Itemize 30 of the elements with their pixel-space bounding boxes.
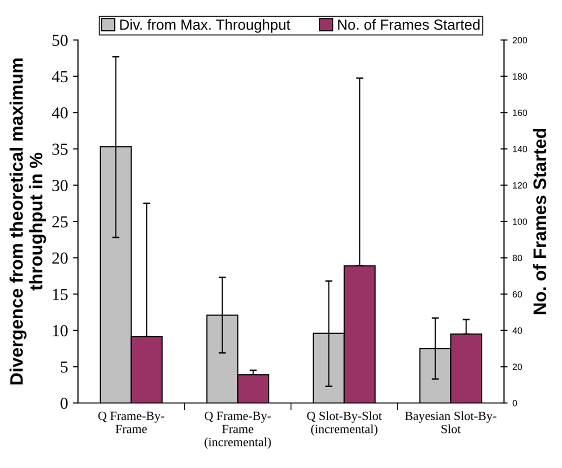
y2-tick-label: 160 xyxy=(513,110,528,116)
x-tick-label: Q Frame-By- Frame (incremental) xyxy=(204,412,271,449)
y-tick-label: 5 xyxy=(60,362,68,373)
y-tick-label: 50 xyxy=(52,34,68,46)
y-tick-label: 30 xyxy=(52,180,68,192)
y2-tick-label: 0 xyxy=(512,400,517,406)
y-tick-label: 0 xyxy=(60,398,68,409)
y-tick-label: 45 xyxy=(52,71,68,82)
x-tick-label: Q Frame-By- Frame xyxy=(98,412,164,434)
y-tick-label: 20 xyxy=(52,252,68,264)
y2-tick-label: 180 xyxy=(513,73,528,80)
y2-tick-label: 80 xyxy=(512,254,522,262)
y2-tick-label: 60 xyxy=(512,291,522,298)
y-tick-label: 40 xyxy=(52,107,68,119)
x-tick-label: Q Slot-By-Slot (incremental) xyxy=(307,411,382,436)
y-tick-label: 35 xyxy=(52,144,68,155)
y2-tick-label: 140 xyxy=(513,146,528,152)
y-tick-label: 15 xyxy=(53,288,68,300)
legend-label: No. of Frames Started xyxy=(338,19,480,30)
y2-tick-label: 40 xyxy=(512,327,522,334)
y2-tick-label: 100 xyxy=(513,218,528,225)
y2-tick-label: 200 xyxy=(512,36,528,44)
y-tick-label: 25 xyxy=(52,216,68,228)
y-axis-title: Divergence from theoretical maximum throughput in % xyxy=(10,58,46,384)
y-tick-label: 10 xyxy=(53,325,68,336)
x-tick-label: Bayesian Slot-By- Slot xyxy=(405,411,496,434)
y2-tick-label: 20 xyxy=(512,364,522,370)
y2-axis-title: No. of Frames Started xyxy=(532,128,546,314)
legend-label: Div. from Max. Throughput xyxy=(120,19,290,33)
y2-tick-label: 120 xyxy=(513,182,528,189)
